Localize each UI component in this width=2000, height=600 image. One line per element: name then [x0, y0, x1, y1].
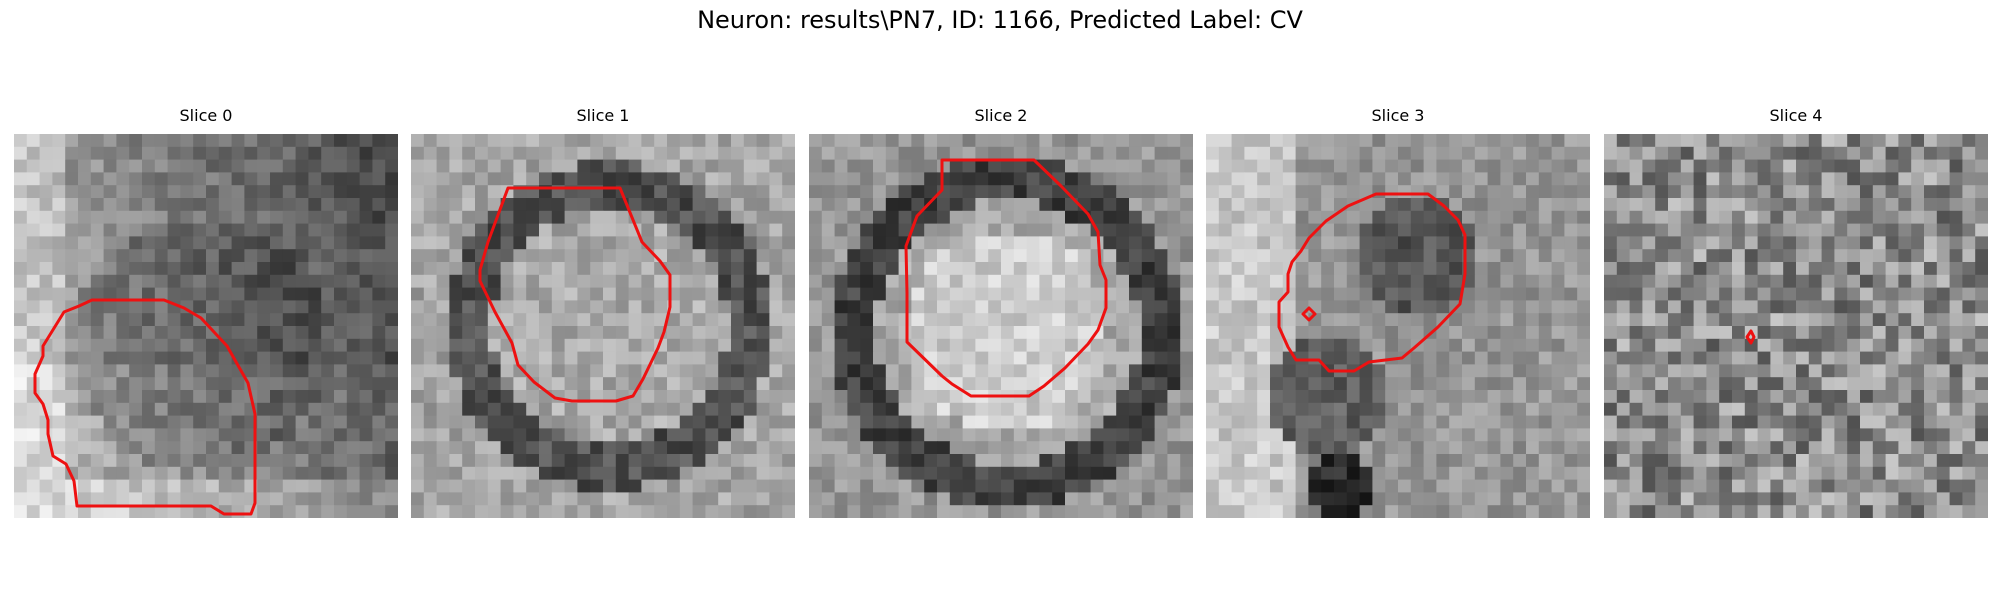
- slice-panel-2: Slice 2: [809, 106, 1193, 518]
- segmentation-contour-small: [1301, 306, 1317, 322]
- slice-title-2: Slice 2: [974, 106, 1028, 125]
- slice-image-2: [809, 134, 1193, 518]
- micrograph-pixels: [411, 134, 795, 518]
- micrograph-pixels: [1604, 134, 1988, 518]
- micrograph-pixels: [14, 134, 398, 518]
- segmentation-contour: [478, 186, 672, 403]
- slice-title-4: Slice 4: [1769, 106, 1823, 125]
- segmentation-contour: [1277, 192, 1467, 373]
- slice-title-1: Slice 1: [576, 106, 630, 125]
- slice-panel-4: Slice 4: [1604, 106, 1988, 518]
- slice-title-0: Slice 0: [179, 106, 233, 125]
- slice-image-3: [1206, 134, 1590, 518]
- segmentation-contour: [1745, 329, 1756, 345]
- slice-panel-3: Slice 3: [1206, 106, 1590, 518]
- slice-image-0: [14, 134, 398, 518]
- segmentation-contour: [904, 158, 1108, 398]
- micrograph-pixels: [809, 134, 1193, 518]
- figure-title: Neuron: results\PN7, ID: 1166, Predicted…: [697, 6, 1303, 34]
- slice-image-4: [1604, 134, 1988, 518]
- slice-title-3: Slice 3: [1371, 106, 1425, 125]
- slice-image-1: [411, 134, 795, 518]
- micrograph-pixels: [1206, 134, 1590, 518]
- segmentation-contour: [33, 298, 257, 516]
- slice-panel-0: Slice 0: [14, 106, 398, 518]
- slice-panel-1: Slice 1: [411, 106, 795, 518]
